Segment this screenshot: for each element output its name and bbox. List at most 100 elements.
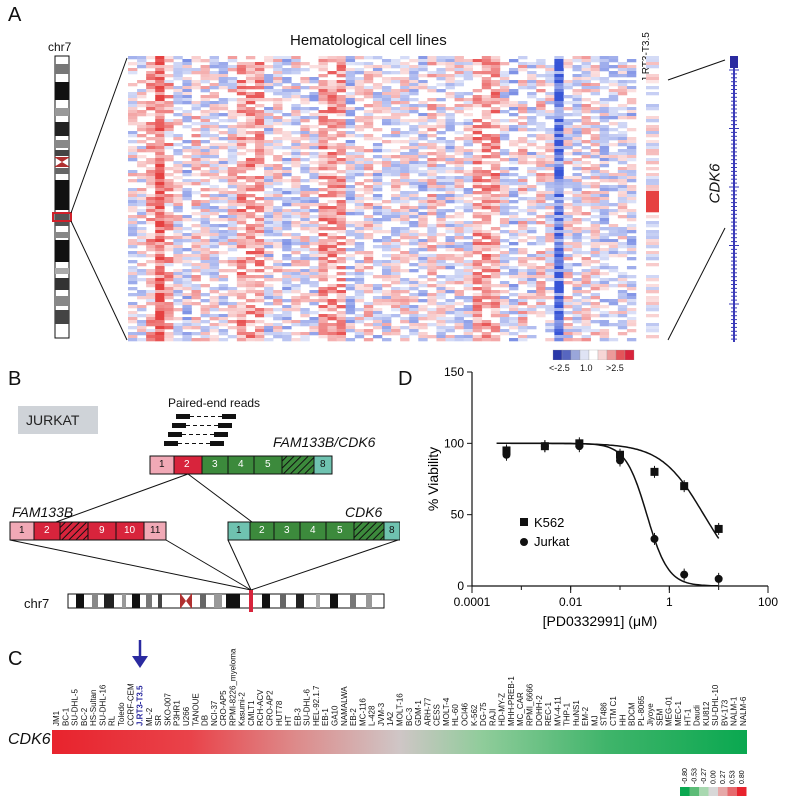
heatmap-cell: [236, 62, 247, 66]
heatmap-cell: [608, 143, 619, 147]
heatmap-cell: [590, 65, 601, 69]
heatmap-cell: [490, 155, 501, 159]
heatmap-cell: [409, 278, 419, 282]
heatmap-cell: [282, 263, 292, 267]
heatmap-cell: [236, 86, 247, 90]
heatmap-cell: [345, 242, 356, 246]
heatmap-cell: [463, 221, 474, 225]
heatmap-cell: [282, 224, 292, 228]
heatmap-cell: [545, 68, 555, 72]
heatmap-cell: [155, 149, 165, 153]
heatmap-cell: [227, 290, 238, 294]
heatmap-cell: [372, 137, 383, 141]
heatmap-cell: [545, 77, 555, 81]
heatmap-cell: [499, 314, 510, 318]
heatmap-cell: [554, 86, 564, 90]
heatmap-cell: [418, 62, 428, 66]
heatmap-cell: [155, 221, 165, 225]
heatmap-cell: [345, 119, 356, 123]
heatmap-cell: [182, 254, 192, 258]
heatmap-cell: [255, 146, 265, 150]
heatmap-cell: [128, 218, 138, 222]
heatmap-cell: [545, 212, 555, 216]
heatmap-cell: [209, 209, 220, 213]
heatmap-cell: [563, 218, 573, 222]
heatmap-cell: [454, 248, 464, 252]
heatmap-cell: [218, 197, 229, 201]
heatmap-cell: [318, 209, 328, 213]
heatmap-cell: [318, 308, 328, 312]
heatmap-cell: [200, 248, 210, 252]
heatmap-cell: [309, 239, 319, 243]
heatmap-cell: [481, 71, 492, 75]
heatmap-cell: [155, 113, 165, 117]
heatmap-cell: [209, 218, 220, 222]
heatmap-cell: [626, 317, 637, 321]
heatmap-cell: [155, 92, 165, 96]
heatmap-cell: [200, 95, 210, 99]
cell-line-label: PL-8065: [637, 695, 646, 726]
heatmap-cell: [599, 179, 610, 183]
heatmap-cell: [418, 179, 428, 183]
heatmap-cell: [463, 311, 474, 315]
heatmap-cell: [336, 122, 347, 126]
heatmap-cell: [336, 191, 347, 195]
heatmap-cell: [545, 320, 555, 324]
heatmap-cell: [545, 188, 555, 192]
heatmap-cell: [563, 179, 573, 183]
heatmap-cell: [617, 206, 628, 210]
heatmap-cell: [509, 221, 519, 225]
heatmap-cell: [563, 326, 573, 330]
heatmap-cell: [391, 140, 401, 144]
heatmap-cell: [345, 233, 356, 237]
heatmap-cell: [200, 230, 210, 234]
heatmap-cell: [354, 269, 365, 273]
heatmap-cell: [372, 194, 383, 198]
heatmap-cell: [454, 296, 464, 300]
heatmap-cell: [463, 248, 474, 252]
jurkat-point: [616, 456, 624, 465]
heatmap-cell: [291, 224, 301, 228]
heatmap-cell: [490, 101, 501, 105]
heatmap-cell: [182, 71, 192, 75]
heatmap-cell: [182, 323, 192, 327]
heatmap-cell: [409, 305, 419, 309]
heatmap-cell: [490, 152, 501, 156]
heatmap-cell: [137, 314, 147, 318]
heatmap-cell: [545, 266, 555, 270]
heatmap-cell: [382, 278, 392, 282]
heatmap-cell: [300, 242, 310, 246]
heatmap-cell: [400, 197, 410, 201]
heatmap-cell: [427, 128, 437, 132]
heatmap-cell: [608, 323, 619, 327]
heatmap-cell: [463, 92, 474, 96]
heatmap-cell: [490, 167, 501, 171]
heatmap-cell: [445, 68, 455, 72]
heatmap-cell: [418, 212, 428, 216]
heatmap-cell: [382, 272, 392, 276]
heatmap-cell: [572, 65, 582, 69]
heatmap-cell: [509, 218, 519, 222]
heatmap-cell: [227, 287, 238, 291]
heatmap-cell: [182, 65, 192, 69]
heatmap-cell: [581, 269, 591, 273]
heatmap-cell: [173, 137, 183, 141]
heatmap-cell: [164, 74, 174, 78]
heatmap-cell: [309, 215, 319, 219]
heatmap-cell: [354, 245, 365, 249]
heatmap-cell: [454, 302, 464, 306]
heatmap-cell: [255, 164, 265, 168]
heatmap-cell: [590, 320, 601, 324]
exon-label: 11: [150, 525, 161, 536]
heatmap-cell: [391, 233, 401, 237]
heatmap-cell: [363, 161, 374, 165]
heatmap-cell: [581, 230, 591, 234]
heatmap-cell: [572, 272, 582, 276]
heatmap-cell: [563, 296, 573, 300]
heatmap-cell: [164, 155, 174, 159]
heatmap-cell: [200, 161, 210, 165]
heatmap-cell: [490, 266, 501, 270]
heatmap-cell: [626, 299, 637, 303]
heatmap-cell: [581, 86, 591, 90]
heatmap-cell: [391, 314, 401, 318]
